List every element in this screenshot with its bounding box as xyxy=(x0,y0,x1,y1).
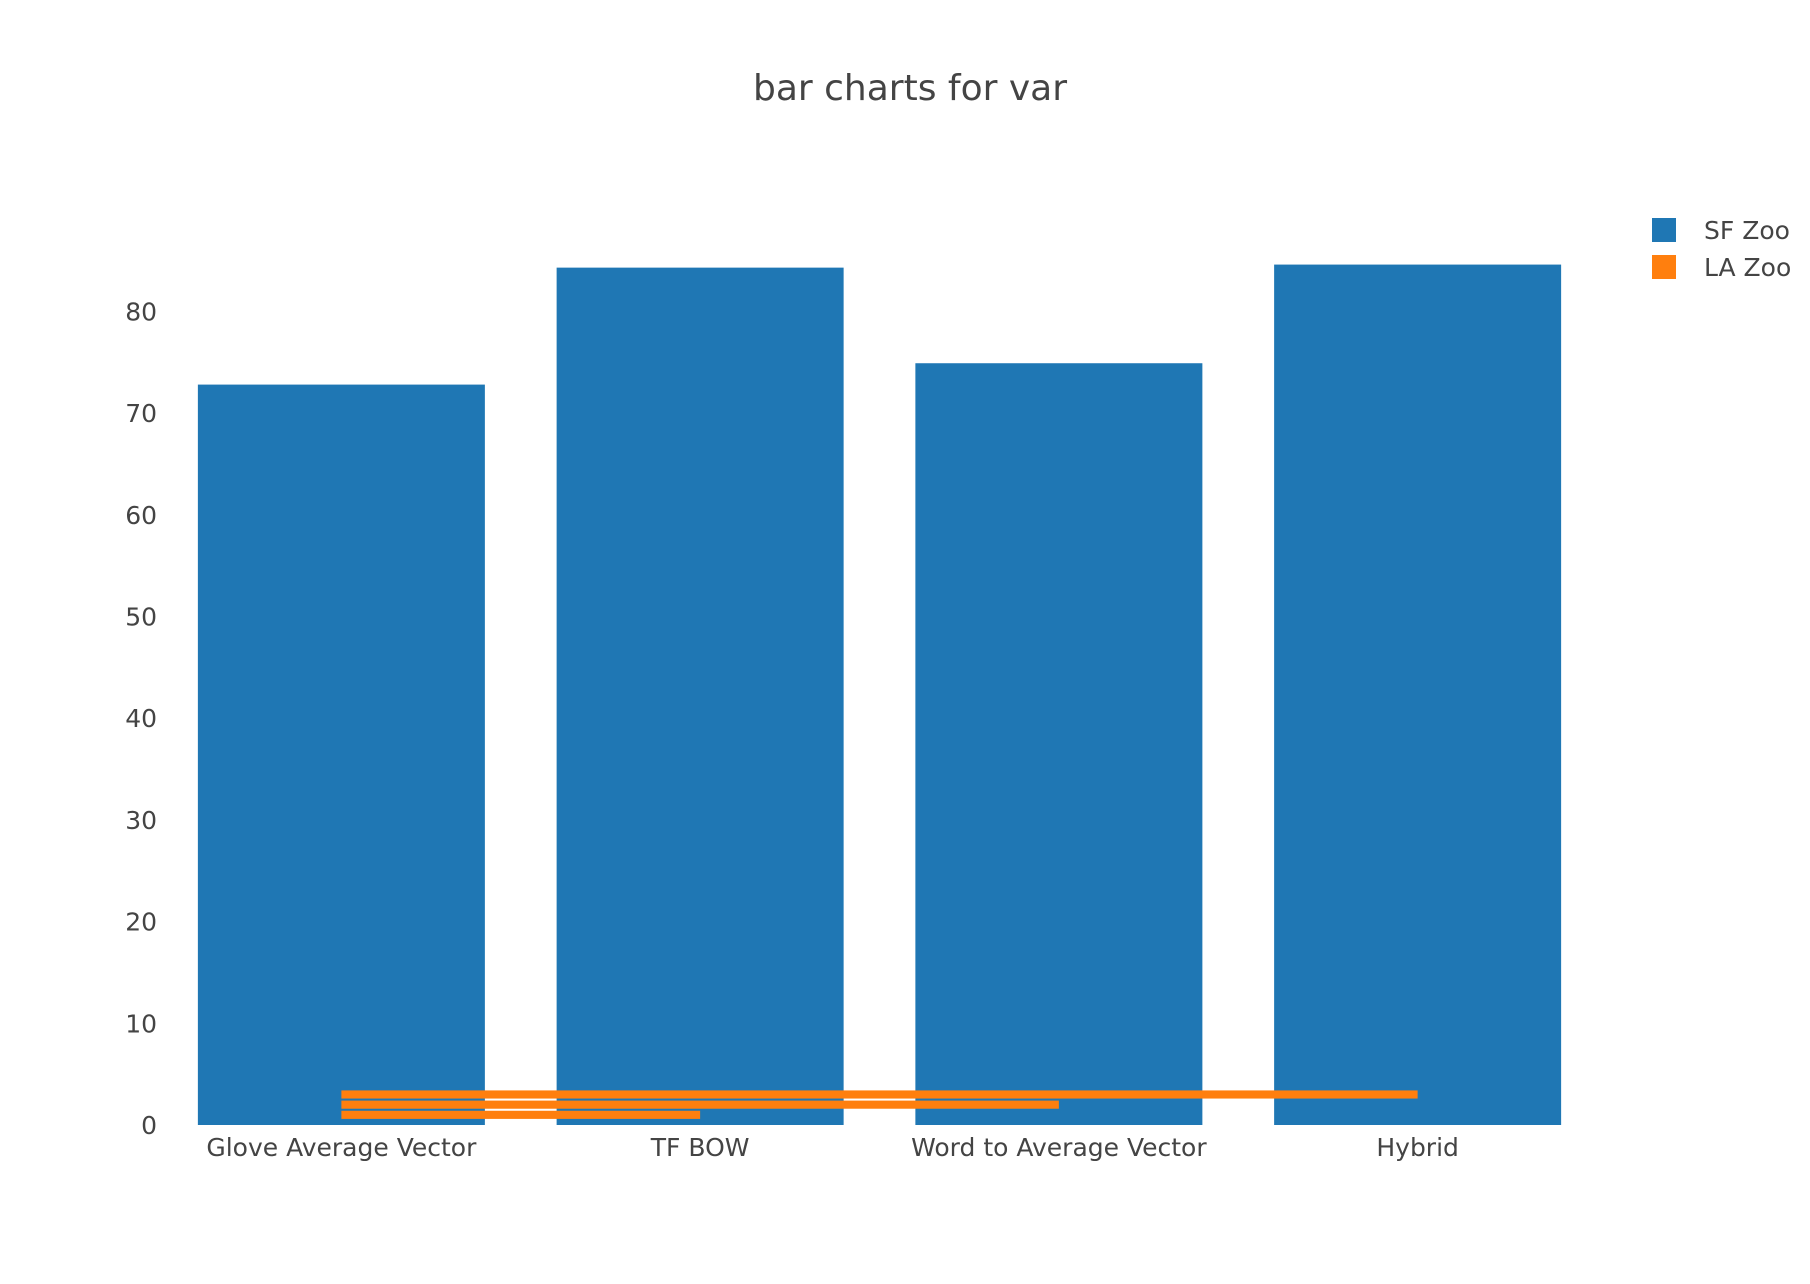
x-tick-label: Hybrid xyxy=(1376,1133,1459,1162)
bar-sf-zoo[interactable] xyxy=(197,384,485,1125)
legend-swatch xyxy=(1652,218,1676,242)
x-tick-label: Glove Average Vector xyxy=(206,1133,477,1162)
la-zoo-bars xyxy=(341,1090,1418,1119)
y-tick-label: 80 xyxy=(125,297,157,326)
bar-sf-zoo[interactable] xyxy=(1274,264,1562,1125)
y-tick-label: 20 xyxy=(125,908,157,937)
y-tick-label: 10 xyxy=(125,1009,157,1038)
x-tick-label: TF BOW xyxy=(650,1133,750,1162)
legend-label: LA Zoo xyxy=(1704,253,1791,282)
y-tick-label: 60 xyxy=(125,501,157,530)
sf-zoo-bars xyxy=(197,264,1562,1126)
bar-la-zoo[interactable] xyxy=(341,1100,1059,1109)
legend[interactable]: SF Zoo LA Zoo xyxy=(1652,216,1791,282)
bar-la-zoo[interactable] xyxy=(341,1090,1418,1099)
y-tick-label: 70 xyxy=(125,399,157,428)
y-tick-label: 50 xyxy=(125,602,157,631)
y-axis-ticks: 0 10 20 30 40 50 60 70 80 xyxy=(125,297,157,1140)
chart-title: bar charts for var xyxy=(753,68,1067,109)
y-tick-label: 0 xyxy=(141,1111,157,1140)
y-tick-label: 30 xyxy=(125,806,157,835)
bar-la-zoo[interactable] xyxy=(341,1110,701,1119)
y-tick-label: 40 xyxy=(125,704,157,733)
bar-sf-zoo[interactable] xyxy=(915,363,1203,1126)
bar-sf-zoo[interactable] xyxy=(556,267,844,1125)
legend-label: SF Zoo xyxy=(1704,216,1790,245)
x-axis-ticks: Glove Average Vector TF BOW Word to Averag… xyxy=(206,1133,1459,1162)
legend-swatch xyxy=(1652,255,1676,279)
x-tick-label: Word to Average Vector xyxy=(911,1133,1207,1162)
